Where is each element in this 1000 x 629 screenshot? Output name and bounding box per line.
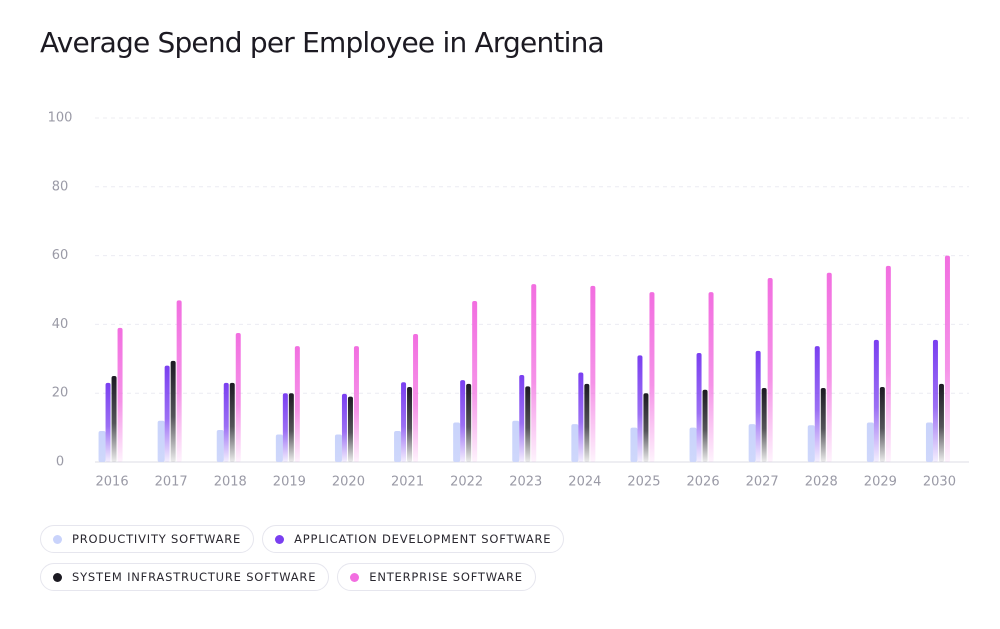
bar [401,382,407,462]
x-tick-label: 2026 [687,475,720,490]
legend-swatch [53,572,62,582]
bar [111,376,117,462]
bar [807,425,815,462]
legend-label: SYSTEM INFRASTRUCTURE SOFTWARE [72,570,317,584]
x-tick-label: 2025 [627,475,660,490]
legend-swatch [350,572,360,582]
bar [531,284,537,462]
bar [820,388,826,462]
x-tick-label: 2017 [155,475,188,490]
bar [637,355,643,462]
bar [932,339,938,462]
legend-swatch [275,534,285,544]
bar [282,393,288,462]
bar [708,292,714,462]
x-tick-label: 2027 [746,475,779,490]
bar [407,387,413,462]
bar [925,422,933,462]
x-tick-label: 2018 [214,475,247,490]
bar [879,387,885,462]
bar [157,420,165,462]
x-tick-label: 2023 [509,475,542,490]
x-tick-label: 2029 [864,475,897,490]
bar [866,422,874,462]
bar [578,372,584,462]
bar [98,431,106,462]
legend: PRODUCTIVITY SOFTWARE APPLICATION DEVELOP… [40,525,600,591]
x-tick-label: 2024 [568,475,601,490]
legend-label: PRODUCTIVITY SOFTWARE [72,532,242,546]
chart: Average Spend per Employee in Argentina … [40,26,969,490]
y-tick-label: 40 [52,317,69,332]
bar [288,393,294,462]
bar [814,346,820,462]
bar [472,301,478,462]
bar [117,327,123,462]
bar [394,431,402,462]
x-tick-label: 2016 [96,475,129,490]
y-tick-label: 100 [48,111,73,126]
bar [702,389,708,462]
bar [571,424,579,462]
y-tick-label: 80 [52,179,69,194]
bar [649,292,655,462]
bar [413,334,419,462]
bar [761,388,767,462]
bar [938,383,944,462]
bar [453,422,461,462]
bar [696,352,702,462]
bar [873,339,879,462]
bar [341,393,347,462]
bar [689,427,697,462]
bar [235,333,241,462]
x-tick-label: 2030 [923,475,956,490]
bar [275,434,283,462]
y-tick-label: 60 [52,248,69,263]
bar [229,382,235,462]
bar [748,424,756,462]
bar [519,374,525,462]
bar [590,285,596,462]
bar [643,393,649,462]
bar [216,430,224,462]
legend-label: APPLICATION DEVELOPMENT SOFTWARE [294,532,552,546]
bar [512,420,520,462]
legend-item[interactable]: PRODUCTIVITY SOFTWARE [40,525,255,553]
bar [334,434,342,462]
x-tick-label: 2028 [805,475,838,490]
bar [944,255,950,462]
bar [353,346,359,462]
bar [826,272,832,462]
bar [584,383,590,462]
bar [885,265,891,462]
bar [460,380,466,462]
bar [176,300,182,462]
bar [767,277,773,462]
x-tick-label: 2019 [273,475,306,490]
legend-item[interactable]: APPLICATION DEVELOPMENT SOFTWARE [262,525,565,553]
x-tick-label: 2022 [450,475,483,490]
legend-item[interactable]: SYSTEM INFRASTRUCTURE SOFTWARE [40,563,330,591]
x-tick-label: 2020 [332,475,365,490]
legend-item[interactable]: ENTERPRISE SOFTWARE [337,563,536,591]
bar [525,386,531,462]
bar [164,365,170,462]
bar [347,396,353,462]
x-tick-label: 2021 [391,475,424,490]
y-tick-label: 20 [52,386,69,401]
legend-label: ENTERPRISE SOFTWARE [369,570,523,584]
bar [755,350,761,462]
bar [170,360,176,462]
bar [466,383,472,462]
y-tick-label: 0 [56,455,64,470]
bar [223,382,229,462]
legend-swatch [53,534,62,544]
bar [105,382,111,462]
chart-title: Average Spend per Employee in Argentina [40,26,604,59]
bar [630,427,638,462]
bar [294,346,300,462]
